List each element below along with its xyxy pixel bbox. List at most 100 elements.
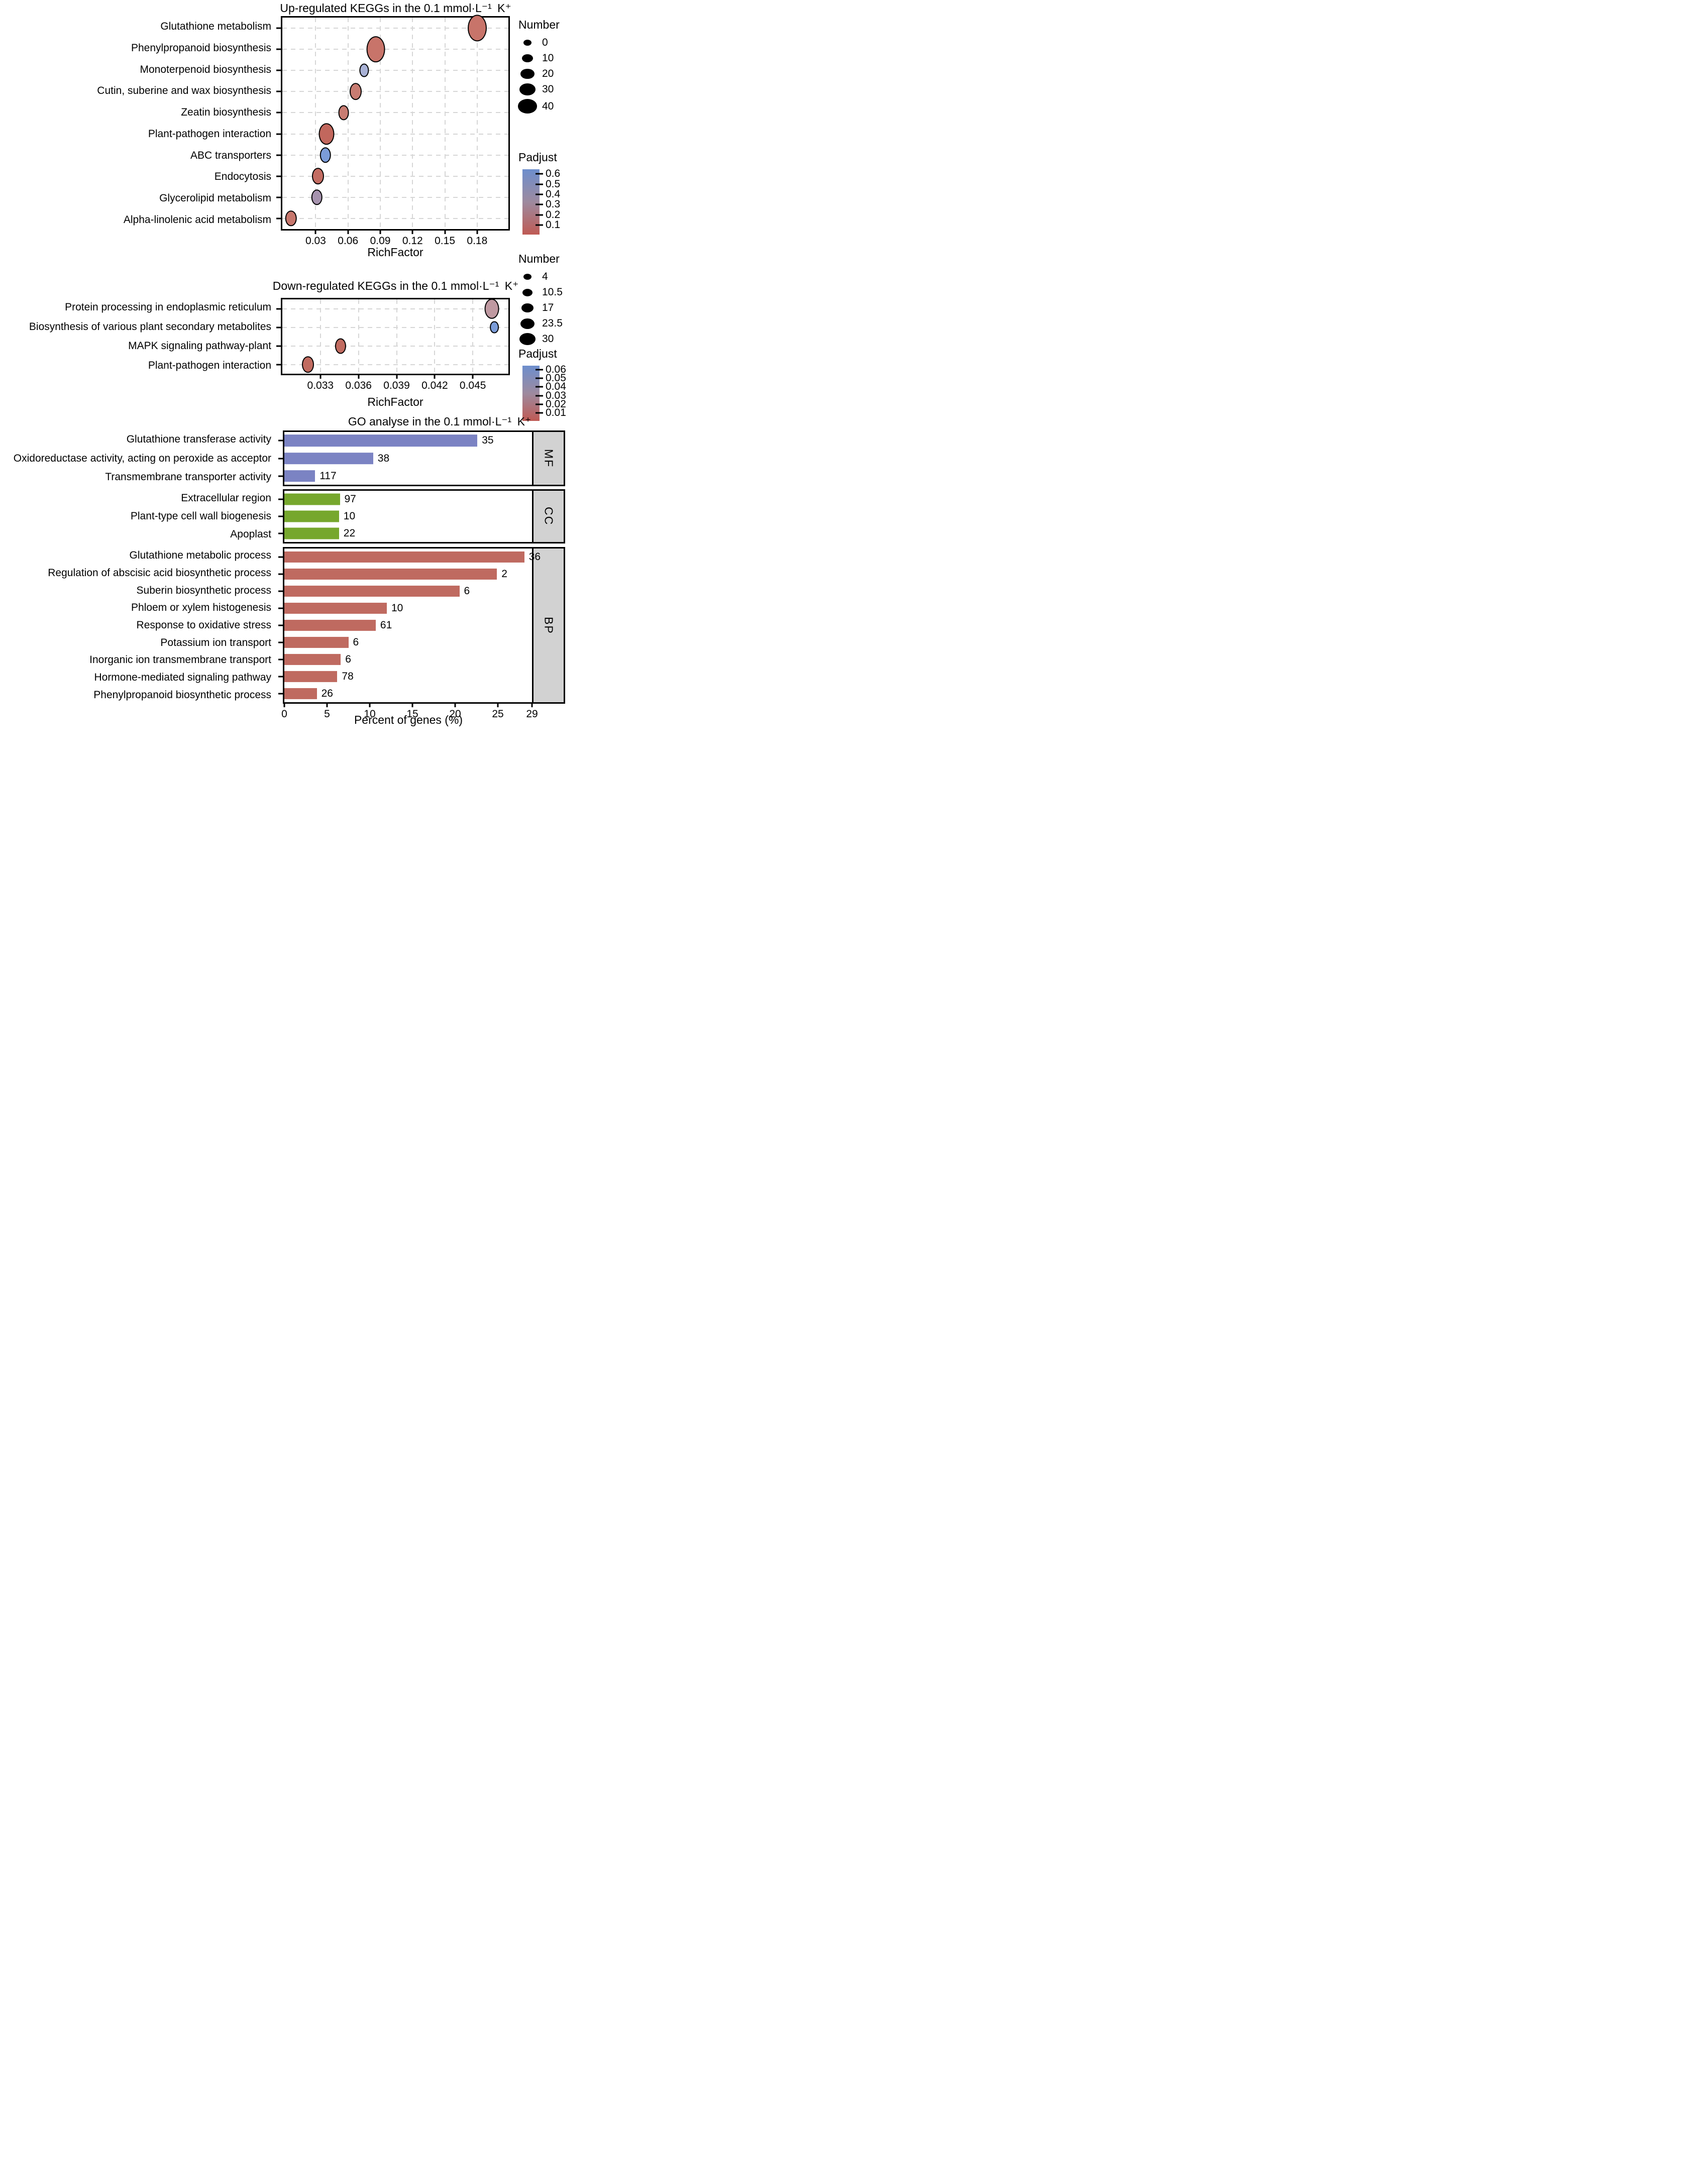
- y-category-label: Glutathione metabolism: [160, 21, 271, 33]
- x-gridline: [412, 18, 413, 229]
- go-bar: [284, 688, 317, 700]
- x-gridline: [347, 18, 349, 229]
- go-bar: [284, 619, 376, 631]
- data-bubble: [359, 63, 369, 77]
- go-facet-strip-label: CC: [542, 507, 556, 526]
- colorbar-tick-mark: [536, 173, 543, 175]
- data-bubble: [335, 338, 347, 354]
- y-tick-mark: [278, 458, 283, 459]
- x-tick-label: 10: [364, 708, 376, 720]
- colorbar-tick-mark: [536, 203, 543, 205]
- y-tick-mark: [278, 676, 283, 678]
- y-tick-mark: [276, 27, 281, 29]
- go-bar-count: 6: [345, 653, 351, 665]
- y-tick-mark: [276, 308, 281, 309]
- colorbar: 0.06 0.05 0.04 0.03 0.02 0.01: [517, 363, 568, 421]
- go-bar: [284, 602, 387, 614]
- colorbar-tick-label: 0.6: [546, 168, 561, 180]
- x-tick-label: 0.03: [305, 235, 326, 247]
- go-category-label: Phenylpropanoid biosynthetic process: [93, 689, 271, 701]
- y-tick-mark: [278, 440, 283, 442]
- go-category-label: Glutathione metabolic process: [129, 550, 272, 562]
- go-category-label: Glutathione transferase activity: [126, 433, 271, 446]
- data-bubble: [311, 167, 324, 185]
- y-gridline: [282, 133, 508, 135]
- go-bar-count: 26: [321, 688, 333, 699]
- kegg-up-plot-area: 0.03 0.06 0.09 0.12 0.15 0.18: [276, 15, 510, 247]
- colorbar-tick-mark: [536, 224, 543, 226]
- size-legend-circle-cell: [517, 68, 538, 79]
- go-bar: [284, 551, 524, 563]
- go-category-label: Phloem or xylem histogenesis: [131, 602, 271, 614]
- x-gridline: [434, 299, 436, 374]
- go-bar-count: 61: [380, 619, 392, 631]
- x-tick-label: 0.039: [383, 380, 410, 391]
- colorbar-tick-label: 0.2: [546, 208, 561, 221]
- size-legend-value: 0: [542, 37, 548, 48]
- go-category-label: Oxidoreductase activity, acting on perox…: [13, 452, 271, 464]
- y-category-label: Zeatin biosynthesis: [181, 106, 271, 119]
- y-gridline: [282, 91, 508, 92]
- go-plot-cc: 97 10 22: [278, 491, 532, 542]
- size-legend-value: 4: [542, 271, 548, 282]
- x-gridline: [315, 18, 316, 229]
- y-category-label: Plant-pathogen interaction: [148, 359, 271, 371]
- x-tick-label: 25: [492, 708, 504, 720]
- go-category-label: Response to oxidative stress: [136, 619, 271, 631]
- x-tick-label: 15: [406, 708, 418, 720]
- y-tick-mark: [276, 345, 281, 347]
- y-gridline: [282, 112, 508, 114]
- x-gridline: [472, 299, 474, 374]
- data-bubble: [484, 298, 499, 319]
- go-bar: [284, 452, 373, 465]
- size-legend-circle-cell: [517, 333, 538, 345]
- kegg-up-color-legend: Padjust 0.6 0.5 0.4 0.3 0.2 0.1: [517, 151, 568, 235]
- x-tick-mark: [444, 229, 446, 234]
- data-bubble: [319, 147, 331, 163]
- colorbar: 0.6 0.5 0.4 0.3 0.2 0.1: [517, 168, 568, 235]
- x-gridline: [380, 18, 381, 229]
- go-bar: [284, 527, 339, 539]
- x-tick-label: 0.036: [345, 380, 372, 391]
- go-bar-count: 97: [344, 493, 356, 505]
- y-gridline: [282, 326, 508, 328]
- go-facet-strip: CC: [532, 491, 564, 542]
- go-category-label: Inorganic ion transmembrane transport: [89, 654, 271, 666]
- circle-icon: [523, 39, 532, 46]
- x-tick-mark: [326, 702, 328, 707]
- size-legend-value: 23.5: [542, 317, 563, 329]
- go-bar-count: 78: [342, 671, 354, 682]
- go-category-label: Extracellular region: [181, 492, 271, 504]
- x-tick-label: 0.033: [307, 380, 334, 391]
- y-tick-mark: [278, 659, 283, 661]
- size-legend-value: 30: [542, 333, 554, 345]
- go-xaxis-label: Percent of genes (%): [354, 713, 463, 726]
- y-category-label: MAPK signaling pathway-plant: [128, 340, 271, 352]
- colorbar-tick-label: 0.4: [546, 188, 561, 200]
- go-category-label: Regulation of abscisic acid biosynthetic…: [48, 567, 271, 579]
- size-legend-item: 40: [517, 99, 568, 114]
- y-category-label: Alpha-linolenic acid metabolism: [123, 213, 271, 226]
- x-tick-mark: [314, 229, 316, 234]
- y-category-label: Endocytosis: [214, 171, 271, 183]
- x-gridline: [444, 18, 446, 229]
- size-legend-circle-cell: [517, 303, 538, 312]
- colorbar-tick-label: 0.06: [546, 363, 566, 375]
- y-tick-mark: [276, 69, 281, 71]
- kegg-down-color-legend: Padjust 0.06 0.05 0.04 0.03 0.02 0.01: [517, 347, 568, 421]
- color-legend-title: Padjust: [518, 151, 557, 164]
- x-tick-mark: [497, 702, 499, 707]
- x-tick-label: 0.06: [338, 235, 359, 247]
- colorbar-tick-mark: [536, 214, 543, 216]
- colorbar-tick-mark: [536, 369, 543, 371]
- size-legend-value: 40: [542, 100, 554, 112]
- y-gridline: [282, 28, 508, 29]
- x-tick-label: 0.12: [402, 235, 423, 247]
- y-category-label: Cutin, suberine and wax biosynthesis: [97, 85, 271, 97]
- go-bar-count: 2: [501, 568, 507, 580]
- go-bar: [284, 585, 460, 597]
- x-gridline: [476, 18, 478, 229]
- size-legend-circle-cell: [517, 83, 538, 96]
- y-gridline: [282, 345, 508, 347]
- size-legend-circle-cell: [517, 274, 538, 280]
